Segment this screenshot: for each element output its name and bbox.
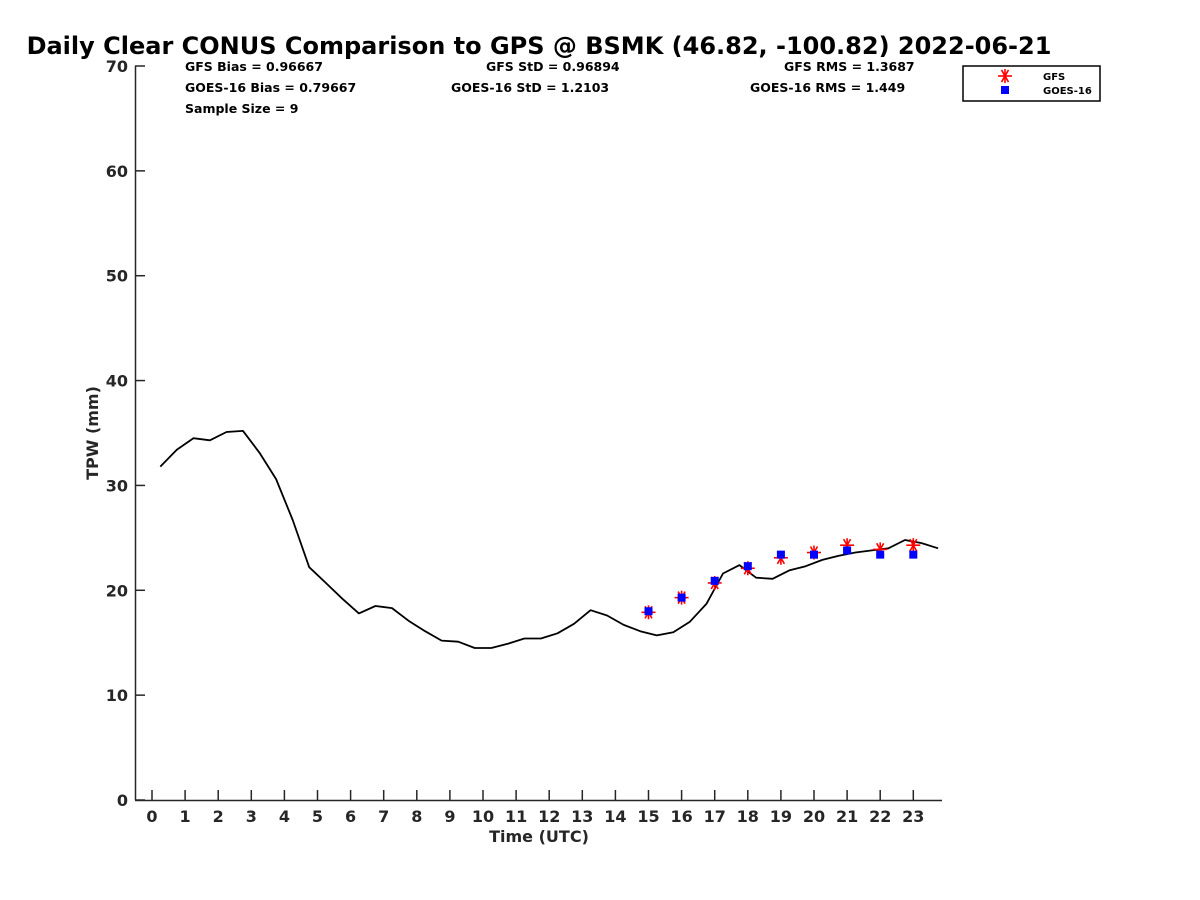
stat-goes-std: GOES-16 StD = 1.2103 bbox=[451, 80, 609, 95]
goes-16-point bbox=[810, 550, 818, 559]
x-tick-label: 2 bbox=[213, 807, 224, 826]
stat-goes-bias: GOES-16 Bias = 0.79667 bbox=[185, 80, 356, 95]
y-tick-label: 30 bbox=[106, 476, 128, 495]
legend-gfs-marker bbox=[998, 69, 1012, 83]
y-tick-label: 0 bbox=[117, 791, 128, 810]
x-tick-label: 17 bbox=[704, 807, 726, 826]
stat-goes-rms: GOES-16 RMS = 1.449 bbox=[750, 80, 905, 95]
goes-16-point bbox=[876, 550, 885, 559]
gps-tpw-line bbox=[159, 429, 939, 649]
x-tick-label: 11 bbox=[505, 807, 527, 826]
legend-goes-marker bbox=[1001, 86, 1009, 94]
stat-sample-size: Sample Size = 9 bbox=[185, 101, 298, 116]
x-tick-label: 5 bbox=[312, 807, 323, 826]
x-tick-label: 12 bbox=[538, 807, 560, 826]
x-tick-label: 8 bbox=[411, 807, 422, 826]
goes-16-point bbox=[776, 550, 785, 559]
goes-16-point bbox=[677, 593, 686, 602]
goes-16-point bbox=[644, 607, 653, 616]
x-tick-label: 22 bbox=[869, 807, 891, 826]
goes-16-point bbox=[843, 546, 852, 555]
x-tick-label: 4 bbox=[279, 807, 290, 826]
legend-gfs-asterisk bbox=[998, 69, 1012, 83]
x-tick-label: 21 bbox=[836, 807, 858, 826]
gfs-point bbox=[906, 538, 921, 553]
goes-16-point bbox=[909, 550, 918, 559]
x-tick-label: 3 bbox=[246, 807, 257, 826]
goes-16-point bbox=[710, 576, 719, 585]
chart-title: Daily Clear CONUS Comparison to GPS @ BS… bbox=[27, 32, 1052, 60]
x-tick-label: 15 bbox=[637, 807, 659, 826]
stats-block: GFS Bias = 0.96667 GFS StD = 0.96894 GFS… bbox=[185, 59, 915, 116]
x-tick-label: 0 bbox=[146, 807, 157, 826]
y-tick-label: 10 bbox=[106, 686, 128, 705]
goes-16-point bbox=[743, 562, 752, 571]
x-tick-label: 10 bbox=[472, 807, 494, 826]
x-ticks: 0 1 2 3 4 5 6 7 8 9 10 11 12 13 14 15 16 17 18 19 20 21 22 23 bbox=[146, 790, 924, 826]
x-tick-label: 18 bbox=[737, 807, 759, 826]
x-tick-label: 14 bbox=[604, 807, 626, 826]
series-layer bbox=[159, 429, 939, 649]
legend-box bbox=[962, 65, 1101, 102]
x-tick-label: 7 bbox=[378, 807, 389, 826]
x-tick-label: 16 bbox=[670, 807, 692, 826]
stat-gfs-bias: GFS Bias = 0.96667 bbox=[185, 59, 323, 74]
legend-gfs-label: GFS bbox=[1043, 72, 1065, 83]
x-tick-label: 23 bbox=[902, 807, 924, 826]
x-tick-label: 19 bbox=[770, 807, 792, 826]
x-tick-label: 13 bbox=[571, 807, 593, 826]
legend-goes-label: GOES-16 bbox=[1043, 86, 1092, 97]
y-tick-label: 60 bbox=[106, 162, 128, 181]
x-tick-label: 1 bbox=[180, 807, 191, 826]
x-axis-label: Time (UTC) bbox=[489, 827, 589, 846]
y-tick-label: 70 bbox=[106, 57, 128, 76]
y-tick-label: 50 bbox=[106, 267, 128, 286]
x-tick-label: 20 bbox=[803, 807, 825, 826]
y-tick-label: 40 bbox=[106, 372, 128, 391]
legend: GFS GOES-16 bbox=[962, 65, 1101, 102]
y-axis-label: TPW (mm) bbox=[83, 386, 102, 480]
x-tick-label: 9 bbox=[444, 807, 455, 826]
y-tick-label: 20 bbox=[106, 581, 128, 600]
stat-gfs-std: GFS StD = 0.96894 bbox=[486, 59, 620, 74]
stat-gfs-rms: GFS RMS = 1.3687 bbox=[784, 59, 915, 74]
y-ticks: 0 10 20 30 40 50 60 70 bbox=[106, 57, 145, 810]
x-tick-label: 6 bbox=[345, 807, 356, 826]
